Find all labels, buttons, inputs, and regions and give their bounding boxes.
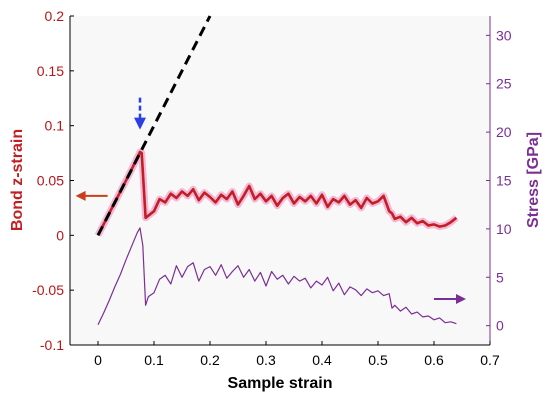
annotation-arrow-right-head [456,293,466,304]
y-tick-label-left: -0.05 [32,282,64,298]
x-tick-label: 0.3 [256,352,276,368]
x-tick-label: 0.7 [480,352,500,368]
y-tick-label-left: 0.1 [45,118,65,134]
y-tick-label-right: 0 [496,318,504,334]
series-0-line [96,150,458,236]
y-tick-label-left: -0.1 [40,337,64,353]
left-axis-title: Bond z-strain [9,129,26,231]
axis-ticks: 0 0.1 0.2 0.3 0.4 0.5 0.6 0.7 -0.1 -0.05 0 0.05 0.1 0… [32,8,512,368]
y-tick-label-right: 15 [496,173,512,189]
series-dashed-line [96,15,212,236]
x-tick-label: 0.2 [200,352,220,368]
x-tick-label: 0.6 [424,352,444,368]
annotation-arrow-down-head [134,117,146,130]
y-tick-label-right: 30 [496,27,512,43]
y-tick-label-right: 10 [496,221,512,237]
right-axis-title: Stress [GPa] [525,132,542,228]
chart-marks [75,15,466,325]
x-tick-label: 0.4 [312,352,332,368]
y-tick-label-left: 0.05 [37,173,64,189]
y-tick-label-right: 25 [496,76,512,92]
y-tick-label-left: 0.2 [45,8,65,24]
x-tick-label: 0 [94,352,102,368]
y-tick-label-left: 0 [56,227,64,243]
plot-area [70,16,490,345]
y-tick-label-right: 20 [496,124,512,140]
x-axis-title: Sample strain [228,375,333,392]
y-tick-label-left: 0.15 [37,63,64,79]
series-1-line [97,227,457,325]
annotation-arrow-left-head [75,190,86,201]
y-tick-label-right: 5 [496,269,504,285]
x-tick-label: 0.1 [144,352,164,368]
x-tick-label: 0.5 [368,352,388,368]
